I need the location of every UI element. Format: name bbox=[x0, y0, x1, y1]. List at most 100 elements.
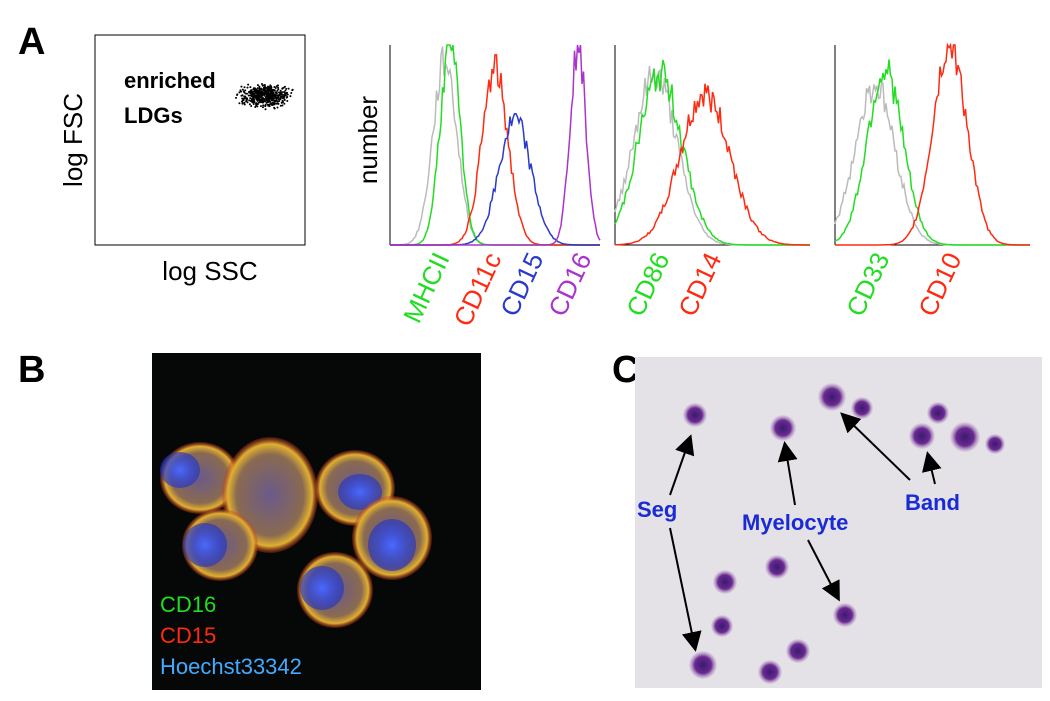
scatter-dot bbox=[257, 92, 260, 95]
scatter-dot bbox=[253, 87, 256, 90]
scatter-dot bbox=[273, 95, 276, 98]
scatter-dot bbox=[276, 89, 279, 92]
scatter-points bbox=[235, 83, 294, 111]
scatter-dot bbox=[278, 94, 281, 97]
scatter-dot bbox=[273, 103, 276, 106]
scatter-dot bbox=[238, 102, 241, 105]
scatter-dot bbox=[260, 90, 263, 93]
scatter-dot bbox=[243, 86, 246, 89]
scatter-dot bbox=[250, 93, 253, 96]
scatter-dot bbox=[270, 85, 273, 88]
histogram-curve bbox=[614, 59, 810, 246]
scatter-dot bbox=[256, 103, 259, 106]
scatter-dot bbox=[282, 96, 285, 99]
scatter-dot bbox=[286, 99, 289, 102]
scatter-dot bbox=[270, 94, 273, 97]
scatter-dot bbox=[279, 97, 282, 100]
scatter-dot bbox=[268, 103, 271, 106]
scatter-dot bbox=[273, 89, 276, 92]
scatter-dot bbox=[245, 100, 248, 103]
scatter-dot bbox=[282, 86, 285, 89]
scatter-dot bbox=[272, 97, 275, 100]
scatter-dot bbox=[251, 100, 254, 103]
scatter-dot bbox=[261, 106, 264, 109]
scatter-dot bbox=[247, 83, 250, 86]
scatter-dot bbox=[243, 91, 246, 94]
scatter-dot bbox=[263, 98, 266, 101]
scatter-frame bbox=[94, 34, 306, 246]
scatter-dot bbox=[278, 100, 281, 103]
scatter-dot bbox=[261, 84, 264, 87]
stain-image bbox=[635, 357, 1042, 688]
scatter-dot bbox=[271, 101, 274, 104]
scatter-dot bbox=[247, 94, 250, 97]
scatter-dot bbox=[274, 93, 277, 96]
scatter-dot bbox=[249, 86, 252, 89]
scatter-dot bbox=[271, 95, 274, 98]
scatter-dot bbox=[252, 103, 255, 106]
scatter-dot bbox=[265, 101, 268, 104]
scatter-dot bbox=[283, 98, 286, 101]
scatter-dot bbox=[256, 93, 259, 96]
marker-labels: MHCII CD11c CD15 CD16 CD86 CD14 CD33 CD1… bbox=[397, 248, 967, 331]
scatter-dot bbox=[262, 88, 265, 91]
scatter-dot bbox=[268, 98, 271, 101]
scatter-dot bbox=[283, 102, 286, 105]
scatter-dot bbox=[241, 88, 244, 91]
scatter-dot bbox=[290, 92, 293, 95]
scatter-dot bbox=[265, 95, 268, 98]
scatter-dot bbox=[279, 91, 282, 94]
scatter-dot bbox=[271, 97, 274, 100]
panel-label: C bbox=[612, 349, 639, 391]
histogram-curve bbox=[390, 44, 601, 246]
scatter-dot bbox=[273, 106, 276, 109]
scatter-dot bbox=[235, 96, 238, 99]
scatter-dot bbox=[253, 93, 256, 96]
scatter-dot bbox=[277, 88, 280, 91]
scatter-dot bbox=[270, 88, 273, 91]
scatter-dot bbox=[249, 91, 252, 94]
scatter-dot bbox=[256, 87, 259, 90]
scatter-dot bbox=[243, 101, 246, 104]
scatter-dot bbox=[258, 85, 261, 88]
scatter-dot bbox=[262, 104, 265, 107]
scatter-dot bbox=[259, 105, 262, 108]
scatter-dot bbox=[261, 96, 264, 99]
scatter-dot bbox=[286, 91, 289, 94]
panel-label: A bbox=[18, 21, 45, 63]
histogram-curve bbox=[835, 42, 1030, 246]
legend-entry: CD16 bbox=[160, 592, 216, 617]
scatter-dot bbox=[267, 85, 270, 88]
scatter-dot bbox=[246, 101, 249, 104]
marker-label: CD33 bbox=[840, 248, 895, 321]
scatter-dot bbox=[246, 86, 249, 89]
scatter-dot bbox=[259, 91, 262, 94]
annotation: enriched bbox=[124, 68, 216, 93]
scatter-dot bbox=[256, 84, 259, 87]
scatter-dot bbox=[264, 108, 267, 111]
histograms bbox=[389, 42, 1030, 246]
scatter-dot bbox=[240, 85, 243, 88]
histogram-curve bbox=[834, 59, 1030, 246]
scatter-dot bbox=[238, 91, 241, 94]
scatter-dot bbox=[264, 105, 267, 108]
scatter-dot bbox=[287, 87, 290, 90]
scatter-dot bbox=[281, 93, 284, 96]
scatter-dot bbox=[241, 100, 244, 103]
scatter-dot bbox=[284, 94, 287, 97]
scatter-dot bbox=[281, 87, 284, 90]
scatter-dot bbox=[246, 92, 249, 95]
scatter-dot bbox=[281, 91, 284, 94]
scatter-dot bbox=[272, 89, 275, 92]
scatter-dot bbox=[276, 100, 279, 103]
scatter-dot bbox=[269, 90, 272, 93]
scatter-dot bbox=[248, 99, 251, 102]
scatter-dot bbox=[267, 92, 270, 95]
scatter-dot bbox=[276, 106, 279, 109]
scatter-dot bbox=[264, 89, 267, 92]
scatter-dot bbox=[270, 96, 273, 99]
scatter-dot bbox=[261, 101, 264, 104]
histogram-curve bbox=[390, 113, 600, 246]
scatter-dot bbox=[277, 95, 280, 98]
